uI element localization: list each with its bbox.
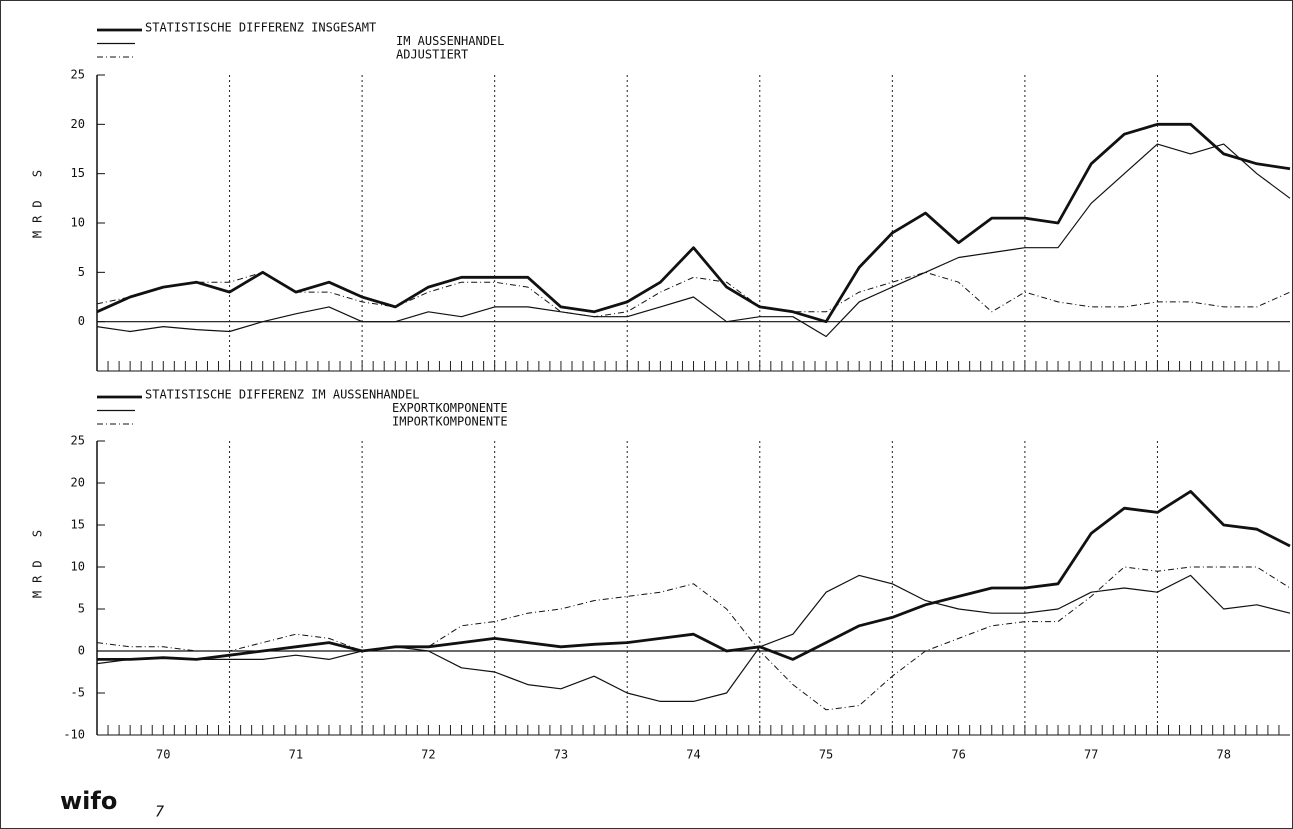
series-line xyxy=(96,574,1291,702)
y-tick-label: 0 xyxy=(78,644,85,658)
y-tick-label: 0 xyxy=(78,314,85,328)
series-line xyxy=(96,122,1291,324)
y-tick-label: 15 xyxy=(71,166,85,180)
legend-label: EXPORTKOMPONENTE xyxy=(392,401,508,415)
x-tick-label: 74 xyxy=(686,748,700,762)
y-tick-label: 15 xyxy=(71,518,85,532)
x-tick-label: 77 xyxy=(1084,748,1098,762)
legend-label: STATISTISCHE DIFFERENZ IM AUSSENHANDEL xyxy=(145,388,420,402)
x-tick-label: 78 xyxy=(1216,748,1230,762)
x-tick-label: 72 xyxy=(421,748,435,762)
logo: wifo xyxy=(60,787,117,815)
legend-label: STATISTISCHE DIFFERENZ INSGESAMT xyxy=(145,21,376,35)
x-tick-label: 73 xyxy=(554,748,568,762)
x-tick-label: 71 xyxy=(289,748,303,762)
y-tick-label: 10 xyxy=(71,216,85,230)
legend-label: ADJUSTIERT xyxy=(396,48,468,62)
series-line xyxy=(97,490,1291,661)
legend-label: IMPORTKOMPONENTE xyxy=(392,415,508,429)
y-tick-label: 5 xyxy=(78,265,85,279)
y-tick-label: -5 xyxy=(71,686,85,700)
y-tick-label: 20 xyxy=(71,476,85,490)
y-tick-label: 20 xyxy=(71,117,85,131)
y-tick-label: 25 xyxy=(71,68,85,82)
series-line xyxy=(96,143,1291,338)
x-tick-label: 76 xyxy=(951,748,965,762)
y-tick-label: 25 xyxy=(71,434,85,448)
y-tick-label: 5 xyxy=(78,602,85,616)
legend-label: IM AUSSENHANDEL xyxy=(396,34,504,48)
series-line xyxy=(96,271,1291,318)
series-line xyxy=(96,566,1291,711)
page-number: 7 xyxy=(155,803,164,821)
x-tick-label: 75 xyxy=(819,748,833,762)
x-tick-label: 70 xyxy=(156,748,170,762)
y-axis-label: MRD S xyxy=(31,162,45,238)
y-axis-label: MRD S xyxy=(31,522,45,598)
y-tick-label: 10 xyxy=(71,560,85,574)
y-tick-label: -10 xyxy=(63,728,85,742)
